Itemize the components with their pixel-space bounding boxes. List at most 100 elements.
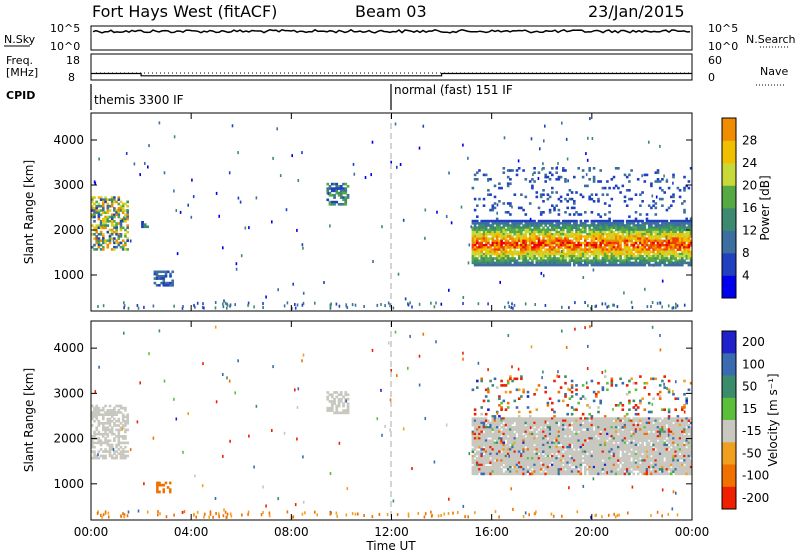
power-cell: [601, 226, 605, 229]
power-cell: [487, 263, 490, 267]
power-cell: [656, 248, 660, 251]
power-cell: [513, 259, 517, 262]
power-cell: [476, 228, 479, 232]
velocity-cell: [487, 428, 490, 431]
velocity-cell: [502, 426, 506, 429]
power-cell: [632, 263, 636, 267]
velocity-cell: [592, 417, 596, 420]
velocity-cell: [162, 488, 165, 491]
power-noise-cell: [125, 152, 128, 155]
power-cell: [537, 259, 541, 262]
power-cell: [124, 202, 127, 206]
velocity-cell: [97, 437, 101, 440]
power-cell: [683, 186, 686, 190]
power-cell: [484, 235, 488, 238]
power-cell: [676, 224, 680, 227]
power-cell: [506, 255, 510, 258]
velocity-cell: [610, 459, 614, 462]
power-cell: [617, 186, 620, 190]
velocity-cell: [533, 432, 536, 436]
velocity-cell: [595, 421, 598, 425]
velocity-cell: [537, 457, 541, 460]
velocity-cell: [617, 452, 620, 456]
power-cell: [102, 198, 105, 201]
velocity-cell: [555, 454, 558, 458]
power-cell: [639, 263, 642, 267]
velocity-cell: [610, 419, 614, 423]
velocity-cell: [548, 439, 552, 442]
velocity-cell: [104, 432, 107, 436]
power-cell: [661, 197, 664, 201]
velocity-cell: [579, 397, 583, 400]
velocity-cell: [568, 428, 572, 431]
power-noise-cell: [648, 140, 650, 144]
velocity-cell: [533, 459, 536, 462]
power-cell: [577, 228, 580, 232]
velocity-cell: [535, 441, 539, 445]
power-cell: [533, 233, 536, 236]
power-cell: [621, 239, 625, 243]
velocity-cell: [601, 452, 605, 456]
power-cell: [489, 178, 492, 181]
velocity-cell: [162, 490, 165, 494]
power-cell: [656, 222, 660, 225]
power-cell: [520, 226, 523, 229]
power-cell: [672, 228, 675, 232]
power-ground-cell: [123, 304, 126, 308]
velocity-cell: [506, 401, 510, 405]
power-cell: [654, 239, 658, 243]
velocity-cell: [495, 437, 499, 440]
velocity-cell: [471, 459, 475, 462]
velocity-cell: [588, 437, 591, 440]
power-cell: [110, 220, 114, 223]
power-cell: [515, 250, 519, 254]
velocity-cell: [511, 379, 514, 383]
power-cell: [586, 263, 589, 267]
velocity-cell: [500, 468, 503, 471]
power-cell: [573, 222, 576, 225]
power-cell: [672, 237, 675, 240]
velocity-cell: [625, 443, 629, 447]
velocity-cell: [623, 448, 627, 451]
velocity-cell: [478, 450, 481, 454]
velocity-cell: [487, 443, 490, 447]
velocity-cell: [581, 448, 585, 451]
power-cell: [603, 186, 607, 190]
power-cell: [584, 237, 587, 240]
power-cell: [595, 263, 598, 267]
velocity-cell: [480, 446, 483, 449]
power-cell: [471, 233, 475, 236]
velocity-cell: [517, 426, 521, 429]
velocity-cell: [595, 441, 598, 445]
velocity-cell: [124, 428, 127, 432]
power-cell: [588, 235, 591, 238]
power-cell: [526, 261, 530, 265]
velocity-cell: [491, 463, 495, 467]
power-cell: [603, 239, 607, 243]
velocity-cell: [544, 450, 547, 454]
velocity-cell: [551, 468, 554, 471]
power-ground-cell: [283, 304, 286, 308]
power-ground-cell: [667, 304, 670, 308]
velocity-cell: [533, 435, 536, 438]
velocity-cell: [473, 465, 477, 469]
power-cell: [630, 233, 633, 236]
velocity-cell: [630, 470, 633, 473]
power-cell: [564, 259, 567, 262]
velocity-cell: [108, 443, 112, 447]
power-cell: [636, 222, 640, 225]
velocity-cell: [330, 395, 334, 399]
velocity-cell: [498, 472, 501, 476]
velocity-cell: [476, 421, 479, 425]
velocity-cell: [491, 435, 495, 438]
power-cell: [652, 235, 655, 238]
power-cell: [597, 224, 600, 227]
velocity-cell: [608, 465, 611, 469]
velocity-cell: [124, 415, 127, 419]
power-cell: [509, 250, 512, 254]
power-cell: [570, 248, 574, 251]
power-cell: [681, 230, 684, 234]
power-cell: [482, 222, 486, 225]
power-cell: [603, 213, 607, 216]
power-cell: [491, 244, 495, 247]
